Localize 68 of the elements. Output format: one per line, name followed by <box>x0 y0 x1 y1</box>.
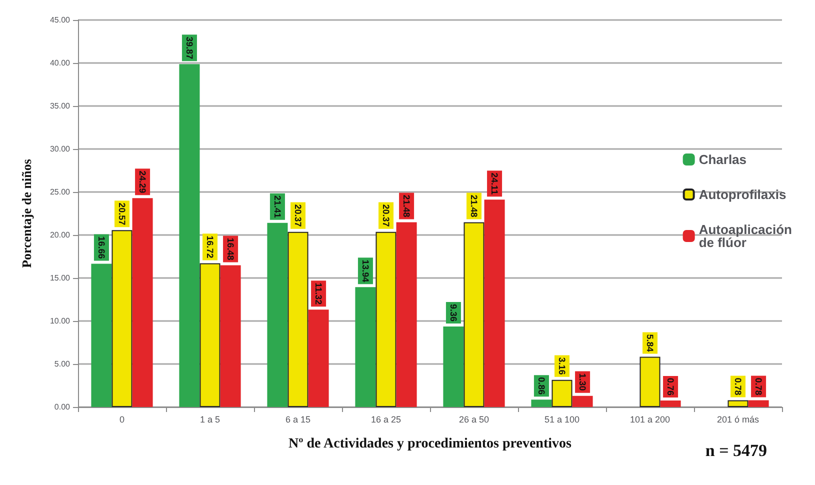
x-tick-label: 101 a 200 <box>630 414 670 424</box>
data-label: 21.41 <box>272 195 282 218</box>
bar <box>91 264 112 407</box>
data-label: 16.66 <box>96 236 106 259</box>
y-tick-label: 30.00 <box>50 144 71 154</box>
x-tick-label: 6 a 15 <box>285 414 311 424</box>
x-tick-label: 1 a 5 <box>200 414 220 424</box>
data-label: 3.16 <box>557 357 567 375</box>
data-label: 0.78 <box>754 378 764 396</box>
y-tick-label: 10.00 <box>50 316 71 326</box>
bar <box>112 230 132 407</box>
bar <box>220 265 241 407</box>
bar <box>552 380 572 407</box>
x-tick-label: 51 a 100 <box>544 414 580 424</box>
y-tick-label: 40.00 <box>50 58 71 68</box>
y-tick-label: 5.00 <box>54 360 71 368</box>
y-tick-label: 15.00 <box>50 274 71 282</box>
bar <box>531 400 552 407</box>
bar <box>572 396 593 407</box>
data-label: 16.72 <box>205 236 215 258</box>
data-label: 39.87 <box>184 36 194 60</box>
text: n = 5479 <box>705 441 768 460</box>
data-label: 13.94 <box>360 260 370 282</box>
bar <box>443 326 464 407</box>
bar <box>748 400 769 407</box>
x-tick-label: 26 a 50 <box>458 414 490 424</box>
bar <box>396 222 417 407</box>
data-label: 11.32 <box>314 282 324 305</box>
bar <box>267 222 288 407</box>
bar <box>660 400 681 407</box>
bar <box>308 310 329 407</box>
bar <box>376 232 396 407</box>
legend-label: Charlas <box>698 152 747 167</box>
data-label: 20.37 <box>381 204 391 227</box>
data-label: 24.11 <box>490 172 500 195</box>
data-label: 9.36 <box>448 304 458 322</box>
x-tick-label: 201 ó más <box>716 414 760 424</box>
bar <box>728 400 748 407</box>
y-tick-label: 0.00 <box>54 402 71 412</box>
data-label: 20.37 <box>293 204 303 227</box>
x-axis-title: Nº de Actividades y procedimientos preventivos <box>288 436 572 452</box>
data-label: 16.48 <box>226 238 236 260</box>
data-label: 21.48 <box>469 194 479 218</box>
bar <box>484 200 505 407</box>
x-tick-label: 16 a 25 <box>370 414 402 424</box>
legend-label: Autoaplicación de flúor <box>698 222 792 250</box>
bar <box>288 232 308 407</box>
bar <box>464 222 484 407</box>
data-label: 0.78 <box>733 378 743 396</box>
bar <box>355 287 376 407</box>
y-tick-label: 25.00 <box>50 188 71 196</box>
x-tick-label: 0 <box>119 414 125 424</box>
bar <box>200 263 220 407</box>
legend-label: Autoprofilaxis <box>698 187 786 202</box>
data-label: 21.48 <box>402 194 412 218</box>
data-label: 1.30 <box>578 373 588 391</box>
bar <box>640 356 660 407</box>
bar <box>132 198 153 407</box>
data-label: 20.57 <box>117 202 127 226</box>
y-axis-title: Porcentaje de niños <box>19 159 34 268</box>
y-tick-label: 20.00 <box>50 230 71 240</box>
y-tick-label: 35.00 <box>50 102 71 110</box>
data-label: 5.84 <box>645 334 655 352</box>
bar <box>179 64 200 407</box>
data-label: 0.86 <box>536 377 546 395</box>
data-label: 0.76 <box>666 378 676 396</box>
y-tick-label: 45.00 <box>50 16 71 24</box>
data-label: 24.29 <box>138 170 148 194</box>
